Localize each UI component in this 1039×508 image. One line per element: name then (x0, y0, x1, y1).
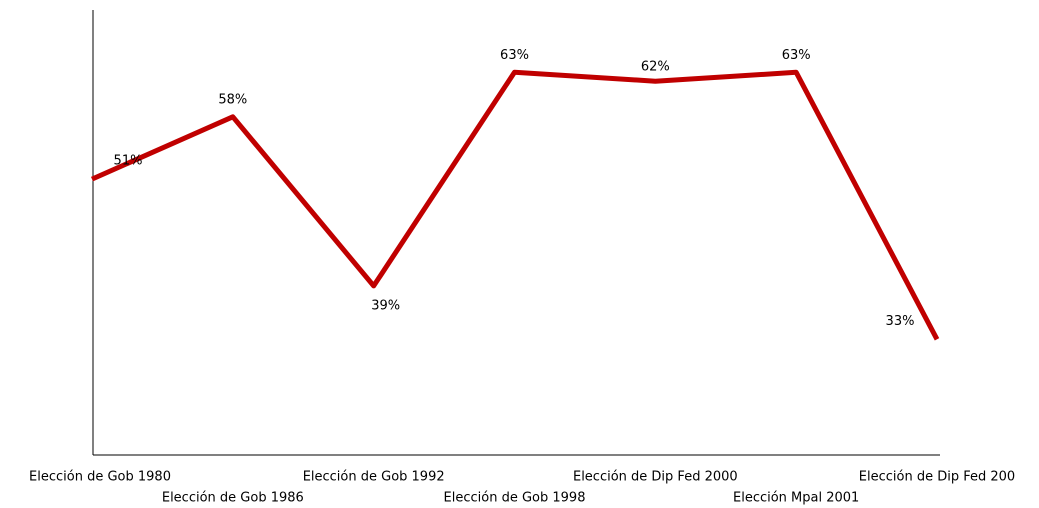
x-tick-label: Elección de Dip Fed 2000 (573, 470, 738, 485)
x-tick-label: Elección de Gob 1998 (444, 491, 586, 506)
x-tick-label: Elección de Dip Fed 200 (859, 470, 1015, 485)
data-label: 39% (371, 298, 400, 313)
x-tick-label: Elección Mpal 2001 (733, 491, 859, 506)
data-label: 62% (641, 60, 670, 75)
data-label: 63% (500, 48, 529, 63)
x-tick-label: Elección de Gob 1980 (29, 470, 171, 485)
data-line (90, 69, 940, 341)
x-tick-label: Elección de Gob 1986 (162, 491, 304, 506)
data-label: 51% (114, 154, 143, 169)
x-tick-label: Elección de Gob 1992 (303, 470, 445, 485)
data-label: 33% (886, 314, 915, 329)
data-label: 58% (218, 92, 247, 107)
data-label: 63% (782, 48, 811, 63)
